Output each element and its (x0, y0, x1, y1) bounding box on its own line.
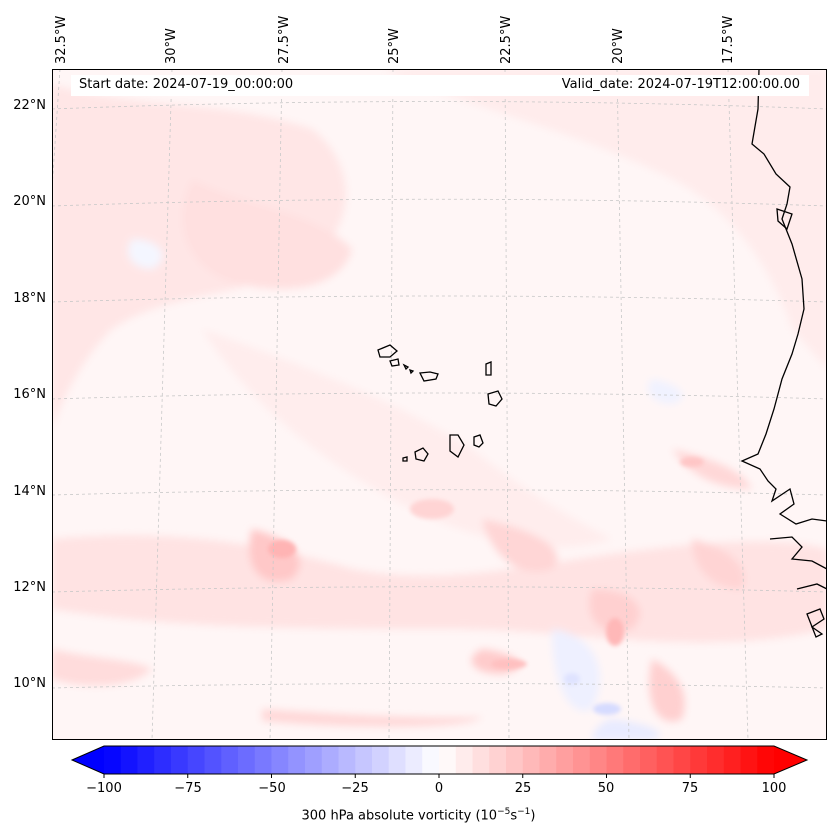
colorbar-segment (556, 746, 574, 774)
colorbar-segment (623, 746, 641, 774)
lat-label-10n: 10°N (13, 676, 46, 691)
map-border (52, 69, 827, 740)
colorbar-segment (606, 746, 624, 774)
colorbar-label-close: ) (530, 808, 536, 824)
lat-label-18n: 18°N (13, 291, 46, 306)
colorbar-segment (137, 746, 155, 774)
colorbar-segment (455, 746, 473, 774)
lon-label-32-5w: 32.5°W (54, 15, 69, 64)
vorticity-map (51, 68, 828, 741)
colorbar-segment (338, 746, 356, 774)
colorbar-segment (472, 746, 490, 774)
colorbar-segment (321, 746, 339, 774)
valid-date-label: Valid_date: 2024-07-19T12:00:00.00 (561, 77, 800, 92)
colorbar-segment (204, 746, 222, 774)
colorbar-segment (757, 746, 775, 774)
colorbar-segment (640, 746, 658, 774)
date-banner (71, 75, 809, 96)
lat-label-12n: 12°N (13, 580, 46, 595)
colorbar-segment (104, 746, 122, 774)
gridlines (51, 68, 828, 741)
lat-label-14n: 14°N (13, 484, 46, 499)
lat-label-22n: 22°N (13, 98, 46, 113)
colorbar-segment (154, 746, 172, 774)
cape-verde-islands (377, 344, 503, 462)
colorbar-label-text: 300 hPa absolute vorticity (10 (301, 808, 498, 824)
colorbar-tick-marks (103, 774, 775, 778)
colorbar-label-exponent-1: −5 (497, 807, 511, 817)
colorbar (70, 745, 809, 778)
colorbar-tick-minus-100: −100 (86, 781, 122, 796)
colorbar-segments (104, 746, 775, 774)
coastline-africa (740, 68, 828, 638)
colorbar-tick-25: 25 (514, 781, 532, 796)
start-date-label: Start date: 2024-07-19_00:00:00 (79, 77, 294, 92)
colorbar-segment (439, 746, 457, 774)
lat-label-20n: 20°N (13, 194, 46, 209)
lon-label-27-5w: 27.5°W (277, 15, 292, 64)
colorbar-segment (539, 746, 557, 774)
colorbar-segment (187, 746, 205, 774)
lat-label-16n: 16°N (13, 387, 46, 402)
colorbar-segment (707, 746, 725, 774)
colorbar-segment (305, 746, 323, 774)
colorbar-segment (673, 746, 691, 774)
lon-label-25w: 25°W (387, 28, 402, 64)
colorbar-extend-low (72, 746, 104, 774)
colorbar-tick-minus-75: −75 (174, 781, 202, 796)
colorbar-label: 300 hPa absolute vorticity (10−5s−1) (0, 807, 837, 823)
colorbar-extend-high (774, 746, 807, 774)
colorbar-segment (271, 746, 289, 774)
colorbar-segment (740, 746, 758, 774)
map-panel (51, 68, 828, 741)
vorticity-peaks (268, 457, 704, 715)
colorbar-segment (589, 746, 607, 774)
colorbar-segment (254, 746, 272, 774)
colorbar-segment (690, 746, 708, 774)
colorbar-tick-minus-25: −25 (341, 781, 369, 796)
colorbar-segment (288, 746, 306, 774)
colorbar-segment (422, 746, 440, 774)
colorbar-segment (171, 746, 189, 774)
colorbar-segment (489, 746, 507, 774)
colorbar-label-unit: s (510, 808, 518, 824)
colorbar-tick-minus-50: −50 (258, 781, 286, 796)
lon-label-17-5w: 17.5°W (721, 15, 736, 64)
colorbar-tick-100: 100 (761, 781, 787, 796)
colorbar-segment (120, 746, 138, 774)
colorbar-tick-75: 75 (681, 781, 699, 796)
colorbar-segment (372, 746, 390, 774)
colorbar-segment (221, 746, 239, 774)
colorbar-segment (723, 746, 741, 774)
colorbar-segment (405, 746, 423, 774)
colorbar-segment (388, 746, 406, 774)
colorbar-segment (506, 746, 524, 774)
colorbar-segment (355, 746, 373, 774)
lon-label-22-5w: 22.5°W (499, 15, 514, 64)
colorbar-tick-50: 50 (597, 781, 615, 796)
lon-label-20w: 20°W (611, 28, 626, 64)
colorbar-segment (522, 746, 540, 774)
colorbar-segment (238, 746, 256, 774)
colorbar-tick-0: 0 (434, 781, 444, 796)
colorbar-label-exponent-2: −1 (517, 807, 531, 817)
lon-label-30w: 30°W (164, 28, 179, 64)
colorbar-segment (656, 746, 674, 774)
colorbar-segment (573, 746, 591, 774)
